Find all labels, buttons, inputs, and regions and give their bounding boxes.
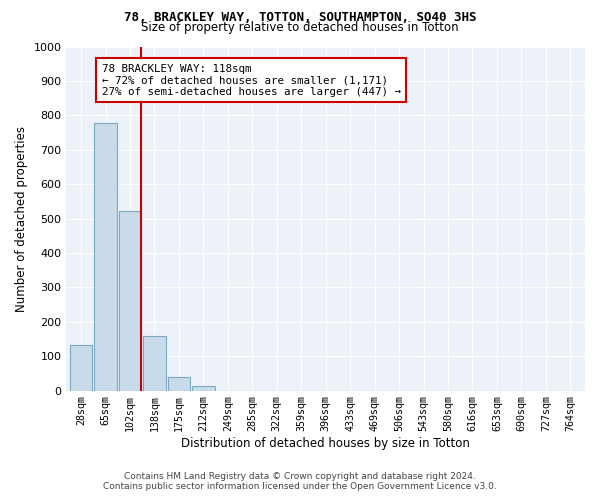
Y-axis label: Number of detached properties: Number of detached properties: [15, 126, 28, 312]
Text: 78 BRACKLEY WAY: 118sqm
← 72% of detached houses are smaller (1,171)
27% of semi: 78 BRACKLEY WAY: 118sqm ← 72% of detache…: [102, 64, 401, 97]
Text: Contains HM Land Registry data © Crown copyright and database right 2024.
Contai: Contains HM Land Registry data © Crown c…: [103, 472, 497, 491]
Bar: [119, 210, 141, 390]
Bar: [143, 336, 166, 390]
Text: 78, BRACKLEY WAY, TOTTON, SOUTHAMPTON, SO40 3HS: 78, BRACKLEY WAY, TOTTON, SOUTHAMPTON, S…: [124, 11, 476, 24]
X-axis label: Distribution of detached houses by size in Totton: Distribution of detached houses by size …: [181, 437, 470, 450]
Bar: [167, 377, 190, 390]
Text: Size of property relative to detached houses in Totton: Size of property relative to detached ho…: [141, 21, 459, 34]
Bar: [94, 123, 117, 390]
Bar: [70, 345, 92, 391]
Bar: [192, 386, 215, 390]
